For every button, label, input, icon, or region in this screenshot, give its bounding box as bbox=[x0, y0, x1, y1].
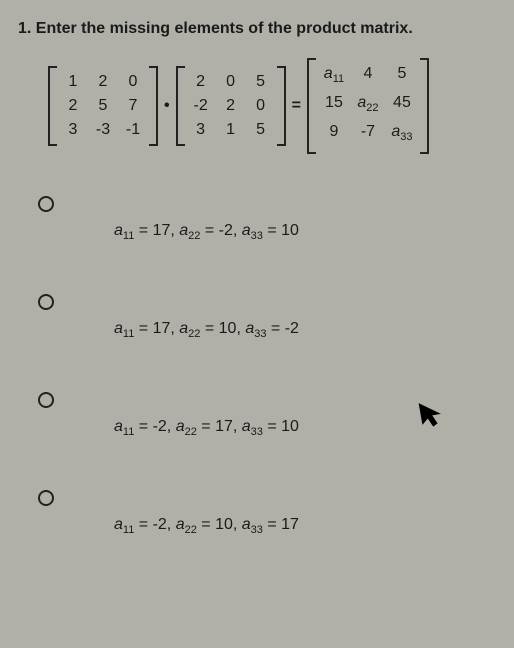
matrix-b: 2 0 5 -2 2 0 3 1 5 bbox=[176, 66, 286, 146]
matrix-cell: 15 bbox=[317, 91, 351, 120]
answer-text: a11 = 17, a22 = -2, a33 = 10 bbox=[114, 222, 299, 242]
matrix-cell: 2 bbox=[58, 94, 88, 118]
matrix-cell: 3 bbox=[58, 118, 88, 142]
matrix-c: a11 4 5 15 a22 45 9 -7 a33 bbox=[307, 58, 429, 154]
matrix-cell: 2 bbox=[216, 94, 246, 118]
matrix-cell: 3 bbox=[186, 118, 216, 142]
question-number: 1. bbox=[18, 20, 31, 37]
matrix-cell: -2 bbox=[186, 94, 216, 118]
matrix-cell: a33 bbox=[385, 120, 419, 149]
matrix-equation: 1 2 0 2 5 7 3 -3 -1 • 2 0 5 -2 2 0 3 1 bbox=[48, 58, 496, 154]
matrix-cell: a22 bbox=[351, 91, 385, 120]
radio-icon[interactable] bbox=[38, 490, 54, 506]
matrix-cell: 0 bbox=[216, 70, 246, 94]
question-text: Enter the missing elements of the produc… bbox=[36, 20, 413, 37]
answer-text: a11 = 17, a22 = 10, a33 = -2 bbox=[114, 320, 299, 340]
matrix-cell: 0 bbox=[118, 70, 148, 94]
matrix-cell: 9 bbox=[317, 120, 351, 149]
answer-text: a11 = -2, a22 = 10, a33 = 17 bbox=[114, 516, 299, 536]
matrix-cell: 5 bbox=[246, 70, 276, 94]
multiply-operator: • bbox=[164, 97, 170, 115]
matrix-cell: 2 bbox=[88, 70, 118, 94]
matrix-cell: 5 bbox=[385, 62, 419, 91]
matrix-cell: -1 bbox=[118, 118, 148, 142]
matrix-cell: -3 bbox=[88, 118, 118, 142]
matrix-cell: 5 bbox=[246, 118, 276, 142]
equals-operator: = bbox=[292, 97, 301, 115]
option-2[interactable]: a11 = 17, a22 = 10, a33 = -2 bbox=[38, 292, 496, 340]
matrix-cell: -7 bbox=[351, 120, 385, 149]
radio-icon[interactable] bbox=[38, 196, 54, 212]
answer-text: a11 = -2, a22 = 17, a33 = 10 bbox=[114, 418, 299, 438]
option-4[interactable]: a11 = -2, a22 = 10, a33 = 17 bbox=[38, 488, 496, 536]
matrix-cell: 1 bbox=[58, 70, 88, 94]
radio-icon[interactable] bbox=[38, 294, 54, 310]
matrix-cell: 2 bbox=[186, 70, 216, 94]
option-1[interactable]: a11 = 17, a22 = -2, a33 = 10 bbox=[38, 194, 496, 242]
radio-icon[interactable] bbox=[38, 392, 54, 408]
matrix-cell: 45 bbox=[385, 91, 419, 120]
matrix-cell: 5 bbox=[88, 94, 118, 118]
matrix-cell: 0 bbox=[246, 94, 276, 118]
matrix-cell: 7 bbox=[118, 94, 148, 118]
matrix-a: 1 2 0 2 5 7 3 -3 -1 bbox=[48, 66, 158, 146]
matrix-cell: 1 bbox=[216, 118, 246, 142]
options-list: a11 = 17, a22 = -2, a33 = 10 a11 = 17, a… bbox=[18, 194, 496, 537]
matrix-cell: a11 bbox=[317, 62, 351, 91]
question-title: 1. Enter the missing elements of the pro… bbox=[18, 20, 496, 38]
matrix-cell: 4 bbox=[351, 62, 385, 91]
